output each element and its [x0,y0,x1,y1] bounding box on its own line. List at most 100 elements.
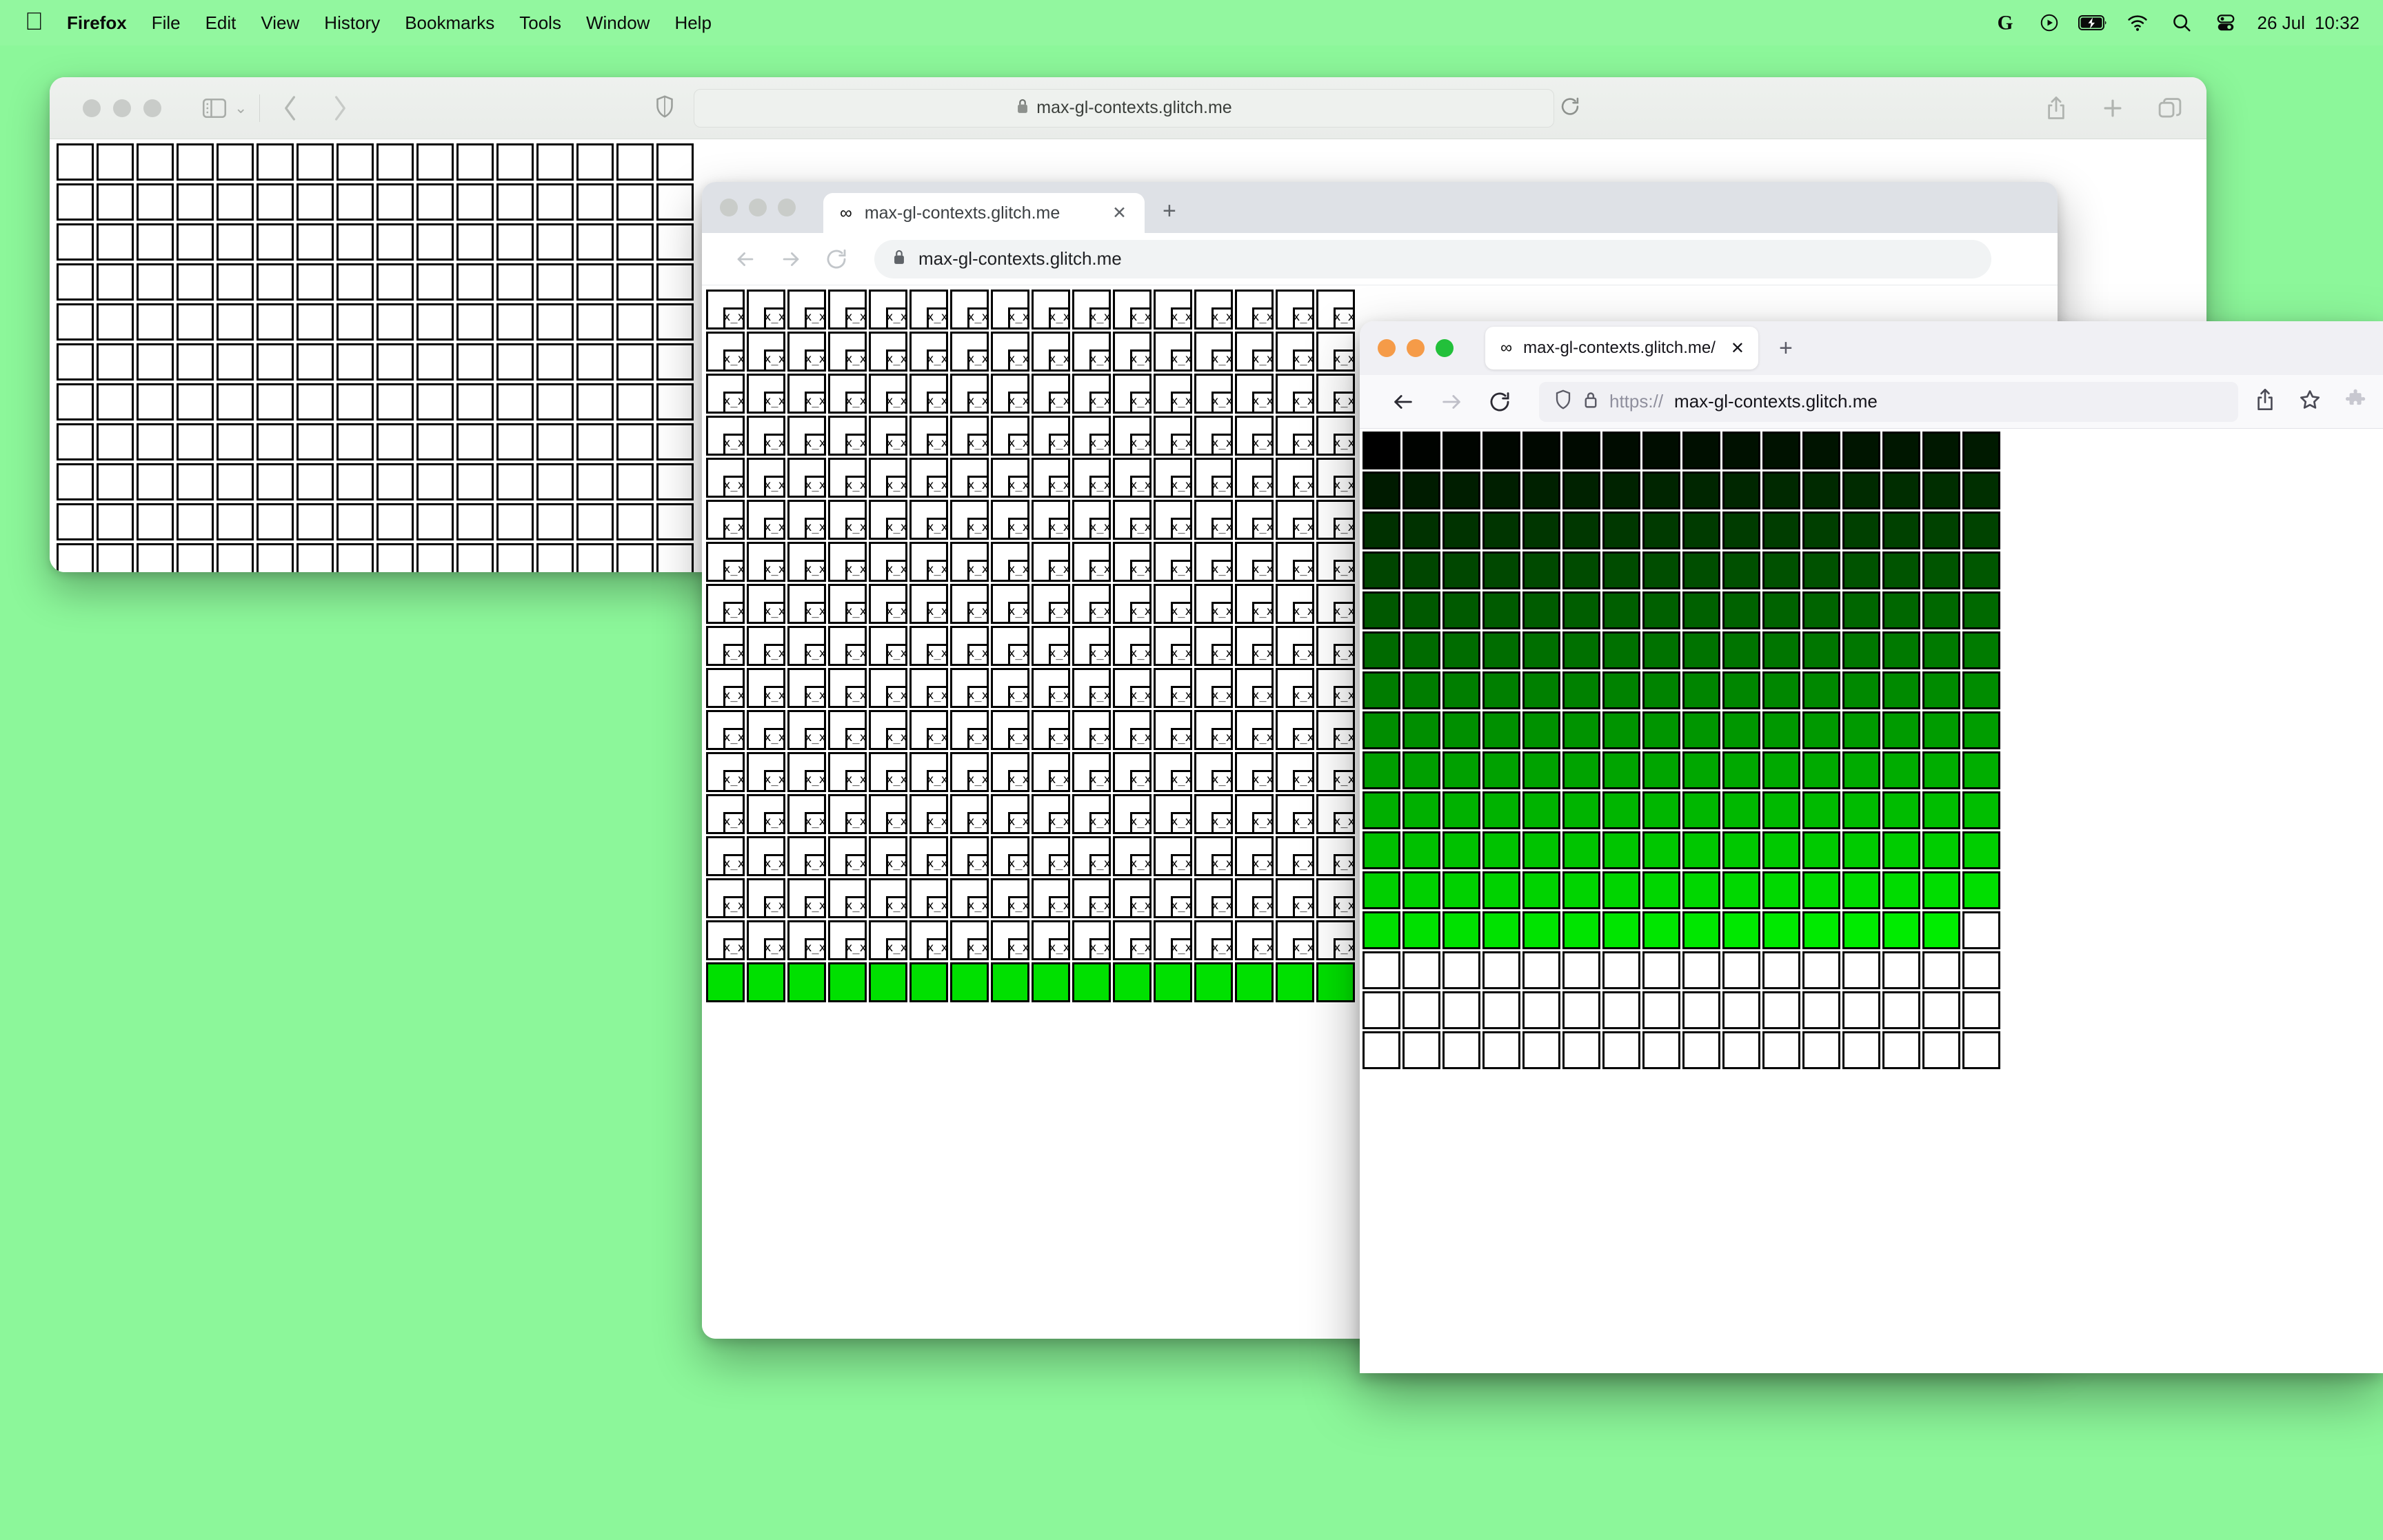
canvas-tile [1522,871,1560,909]
apple-menu-icon[interactable]:  [25,9,43,34]
reload-icon[interactable] [1560,96,1580,120]
bookmark-star-icon[interactable] [2299,389,2321,414]
play-circle-icon[interactable] [2027,12,2071,33]
canvas-tile [1522,511,1560,549]
firefox-address-bar[interactable]: https:// max-gl-contexts.glitch.me [1539,381,2238,422]
crashed-canvas-icon: x_x [967,643,989,664]
canvas-tile [1522,631,1560,669]
lock-icon[interactable] [1583,391,1598,412]
canvas-tile [57,383,94,421]
canvas-tile [1882,1031,1920,1069]
menu-item-bookmarks[interactable]: Bookmarks [386,12,494,33]
menu-item-help[interactable]: Help [656,12,711,33]
canvas-tile [1722,631,1760,669]
menu-item-view[interactable]: View [242,12,299,33]
forward-icon[interactable] [330,95,348,121]
menu-item-file[interactable]: File [132,12,181,33]
canvas-tile: x_x [787,836,826,876]
menu-item-tools[interactable]: Tools [501,12,561,33]
crashed-canvas-icon: x_x [1211,601,1233,622]
back-icon[interactable] [723,247,768,271]
canvas-tile [217,263,254,301]
menu-item-edit[interactable]: Edit [186,12,237,33]
safari-toolbar-right [2045,96,2182,121]
new-tab-icon[interactable]: + [1163,198,1176,224]
battery-charging-icon[interactable] [2071,14,2115,32]
crashed-canvas-icon: x_x [1049,475,1070,496]
crashed-canvas-icon: x_x [927,307,948,327]
shield-icon[interactable] [1554,389,1572,414]
chrome-minimize-button[interactable] [749,199,767,216]
back-icon[interactable] [282,95,300,121]
crashed-canvas-icon: x_x [967,853,989,874]
safari-address-bar[interactable]: max-gl-contexts.glitch.me [694,88,1554,128]
share-icon[interactable] [2255,388,2275,415]
back-icon[interactable] [1379,390,1427,414]
menu-item-firefox[interactable]: Firefox [48,12,127,33]
canvas-tile [1922,711,1960,749]
new-tab-icon[interactable]: + [1778,334,1793,361]
menu-item-window[interactable]: Window [567,12,650,33]
shield-icon[interactable] [655,94,674,121]
canvas-tile [1802,472,1840,509]
canvas-tile [257,463,294,500]
canvas-tile: x_x [787,668,826,708]
firefox-traffic-lights[interactable] [1378,339,1454,357]
safari-zoom-button[interactable] [143,99,161,117]
firefox-close-button[interactable] [1378,339,1396,357]
extensions-puzzle-icon[interactable] [2344,389,2366,414]
firefox-tab[interactable]: ∞ max-gl-contexts.glitch.me/ ✕ [1485,327,1758,369]
menubar-date[interactable]: 26 Jul [2257,12,2305,33]
canvas-tile: x_x [747,626,785,666]
safari-traffic-lights[interactable] [83,99,161,117]
firefox-zoom-button[interactable] [1436,339,1454,357]
reload-icon[interactable] [1476,390,1524,414]
canvas-tile [1762,591,1800,629]
canvas-tile [1442,991,1480,1029]
tab-overview-icon[interactable] [2158,97,2182,119]
sidebar-icon[interactable] [201,98,228,119]
canvas-tile [177,423,214,460]
reload-icon[interactable] [814,247,859,271]
canvas-tile [177,383,214,421]
share-icon[interactable] [2045,96,2067,121]
chrome-tab[interactable]: ∞ max-gl-contexts.glitch.me ✕ [823,193,1145,233]
crashed-canvas-icon: x_x [1049,601,1070,622]
chevron-down-icon[interactable]: ⌄ [234,99,248,116]
chrome-close-button[interactable] [720,199,738,216]
chrome-traffic-lights[interactable] [720,199,796,216]
close-icon[interactable]: ✕ [1730,338,1744,358]
new-tab-icon[interactable] [2102,97,2124,119]
firefox-minimize-button[interactable] [1407,339,1425,357]
canvas-tile: x_x [828,374,867,414]
close-icon[interactable]: ✕ [1112,203,1127,223]
grammarly-g-icon[interactable]: G [1983,12,2027,34]
canvas-tile [57,423,94,460]
crashed-canvas-icon: x_x [1049,643,1070,664]
menu-item-history[interactable]: History [305,12,380,33]
canvas-tile [1482,791,1520,829]
canvas-tile: x_x [909,458,948,498]
forward-icon[interactable] [768,247,814,271]
firefox-browser-window[interactable]: ∞ max-gl-contexts.glitch.me/ ✕ + [1360,321,2383,1373]
chrome-address-bar[interactable]: max-gl-contexts.glitch.me [874,239,1991,278]
menubar-time[interactable]: 10:32 [2314,12,2360,33]
control-center-icon[interactable] [2204,12,2248,33]
forward-icon[interactable] [1427,390,1476,414]
canvas-tile [616,263,654,301]
crashed-canvas-icon: x_x [845,685,867,706]
search-icon[interactable] [2160,12,2204,33]
crashed-canvas-icon: x_x [1089,307,1111,327]
crashed-canvas-icon: x_x [1089,433,1111,454]
wifi-icon[interactable] [2115,14,2160,32]
canvas-tile [1762,671,1800,709]
canvas-tile [787,962,826,1002]
canvas-tile [1882,511,1920,549]
canvas-tile [296,183,334,221]
safari-minimize-button[interactable] [113,99,131,117]
canvas-tile [456,143,494,181]
chrome-zoom-button[interactable] [778,199,796,216]
canvas-tile [1642,1031,1680,1069]
safari-close-button[interactable] [83,99,101,117]
canvas-tile [1962,432,2000,469]
